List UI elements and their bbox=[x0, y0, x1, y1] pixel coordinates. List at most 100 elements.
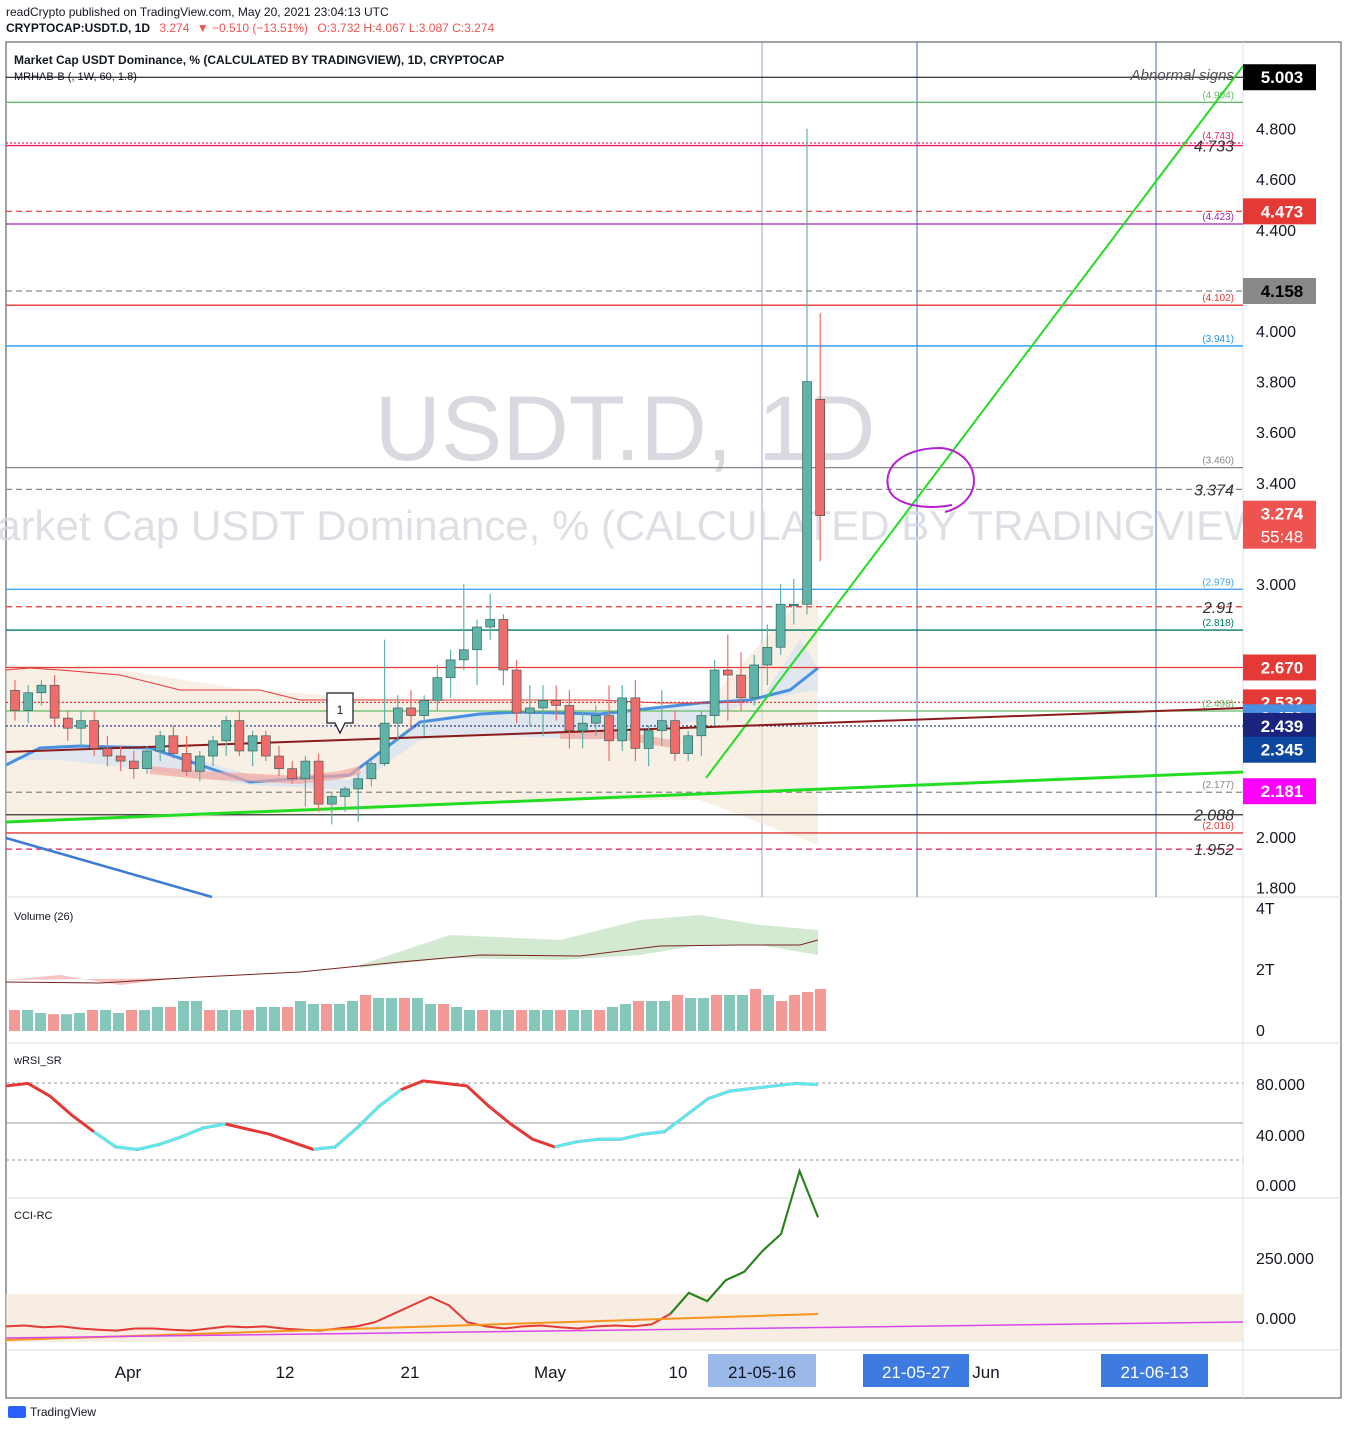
level-label: (3.460) bbox=[1202, 456, 1234, 467]
candle-body bbox=[815, 399, 826, 516]
volume-bar bbox=[594, 1010, 605, 1031]
volume-bar bbox=[256, 1007, 267, 1031]
candle-body bbox=[300, 760, 311, 780]
volume-bar bbox=[139, 1010, 150, 1031]
cci-axis-250: 250.000 bbox=[1256, 1251, 1314, 1268]
cloud-band bbox=[6, 600, 818, 845]
volume-bar bbox=[399, 998, 410, 1031]
price-tag-value: 4.158 bbox=[1261, 282, 1304, 301]
price-axis-tick: 3.800 bbox=[1256, 375, 1296, 392]
volume-bar bbox=[776, 1001, 787, 1031]
rsi-line-segment bbox=[554, 1140, 577, 1149]
price-tag bbox=[1243, 278, 1316, 305]
candle-body bbox=[195, 755, 205, 772]
time-axis-label: 12 bbox=[276, 1363, 295, 1382]
candle-body bbox=[274, 755, 284, 769]
volume-bar bbox=[802, 992, 813, 1031]
candle-body bbox=[62, 717, 73, 729]
level-label: (4.102) bbox=[1202, 293, 1234, 304]
cci-series bbox=[5, 1167, 1244, 1341]
candle-body bbox=[604, 715, 614, 742]
candle-body bbox=[234, 720, 245, 752]
candle-body bbox=[670, 720, 680, 754]
volume-bar bbox=[217, 1010, 228, 1031]
candle-body bbox=[498, 619, 509, 671]
price-tag-value: 2.181 bbox=[1261, 782, 1304, 801]
highlight-circle bbox=[886, 446, 975, 513]
candle-body bbox=[802, 381, 812, 605]
volume-bar bbox=[74, 1013, 85, 1031]
volume-bar bbox=[529, 1010, 540, 1031]
volume-bar bbox=[672, 995, 683, 1031]
volume-axis-2t: 2T bbox=[1256, 962, 1275, 979]
level-label: (2.979) bbox=[1202, 577, 1234, 588]
candle-body bbox=[683, 735, 694, 754]
volume-bar bbox=[334, 1004, 345, 1031]
candle-body bbox=[643, 730, 654, 749]
volume-bar bbox=[360, 995, 371, 1031]
candle-body bbox=[23, 692, 34, 711]
candle-body bbox=[221, 720, 231, 742]
level-italic-label: 2.088 bbox=[1193, 808, 1234, 825]
candle-body bbox=[762, 646, 773, 666]
candle-body bbox=[168, 735, 179, 754]
price-tag bbox=[1243, 712, 1316, 739]
rsi-line-segment bbox=[115, 1145, 138, 1151]
time-axis-label: 10 bbox=[669, 1363, 688, 1382]
volume-bar bbox=[659, 1001, 670, 1031]
rsi-line-segment bbox=[751, 1084, 775, 1090]
volume-bar bbox=[607, 1007, 618, 1031]
volume-bar bbox=[347, 1001, 358, 1031]
price-tag-value: 5.003 bbox=[1261, 68, 1304, 87]
level-label: (4.904) bbox=[1202, 90, 1234, 101]
time-axis-highlight-label: 21-05-27 bbox=[882, 1363, 950, 1382]
rsi-line-segment bbox=[730, 1086, 753, 1093]
volume-bar bbox=[321, 1004, 332, 1031]
volume-bar bbox=[815, 989, 826, 1031]
rsi-line-segment bbox=[356, 1105, 381, 1129]
volume-bar bbox=[165, 1007, 176, 1031]
level-italic-label: 2.91 bbox=[1202, 600, 1234, 617]
candle-body bbox=[102, 748, 113, 757]
rsi-line-segment bbox=[203, 1122, 226, 1130]
volume-bar bbox=[490, 1010, 501, 1031]
rsi-line-segment bbox=[620, 1132, 643, 1141]
volume-bar bbox=[191, 1001, 202, 1031]
candle-body bbox=[115, 755, 126, 762]
rsi-axis-0: 0.000 bbox=[1256, 1178, 1296, 1195]
volume-bar bbox=[61, 1014, 72, 1031]
volume-bar bbox=[477, 1010, 488, 1031]
candle-body bbox=[788, 603, 799, 607]
price-axis-tick: 3.600 bbox=[1256, 425, 1296, 442]
candle-body bbox=[696, 715, 707, 737]
candle-body bbox=[749, 664, 760, 699]
candle-body bbox=[392, 707, 403, 724]
level-label: (4.743) bbox=[1202, 131, 1234, 142]
level-italic-label: 3.374 bbox=[1194, 482, 1234, 499]
time-axis-label: Apr bbox=[115, 1363, 142, 1382]
candle-body bbox=[577, 722, 588, 732]
volume-bar bbox=[9, 1010, 20, 1031]
rsi-line-segment bbox=[663, 1113, 688, 1133]
price-axis-tick: 4.400 bbox=[1256, 223, 1296, 240]
volume-title: Volume (26) bbox=[14, 911, 73, 923]
event-marker: 1 bbox=[326, 692, 354, 735]
price-change: ▼ −0.510 (−13.51%) bbox=[196, 21, 309, 35]
rsi-line-segment bbox=[181, 1126, 205, 1139]
level-label: (2.016) bbox=[1202, 821, 1234, 832]
watermark-description: Market Cap USDT Dominance, % (CALCULATED… bbox=[0, 502, 1278, 549]
price-axis-tick: 4.800 bbox=[1256, 122, 1296, 139]
volume-cloud bbox=[360, 915, 818, 968]
candle-body bbox=[260, 735, 271, 757]
candle-body bbox=[419, 700, 430, 716]
level-italic-label: 1.952 bbox=[1194, 842, 1234, 859]
price-tag bbox=[1243, 736, 1316, 763]
volume-bar bbox=[711, 995, 722, 1031]
volume-bar bbox=[425, 1004, 436, 1031]
time-axis-highlight bbox=[863, 1354, 969, 1387]
volume-bar bbox=[763, 995, 774, 1031]
candle-body bbox=[36, 684, 47, 694]
candle-body bbox=[379, 722, 390, 764]
horizontal-levels: (4.904) (4.743) (4.423) (4.102) (3.941) (3.46… bbox=[6, 76, 1243, 859]
